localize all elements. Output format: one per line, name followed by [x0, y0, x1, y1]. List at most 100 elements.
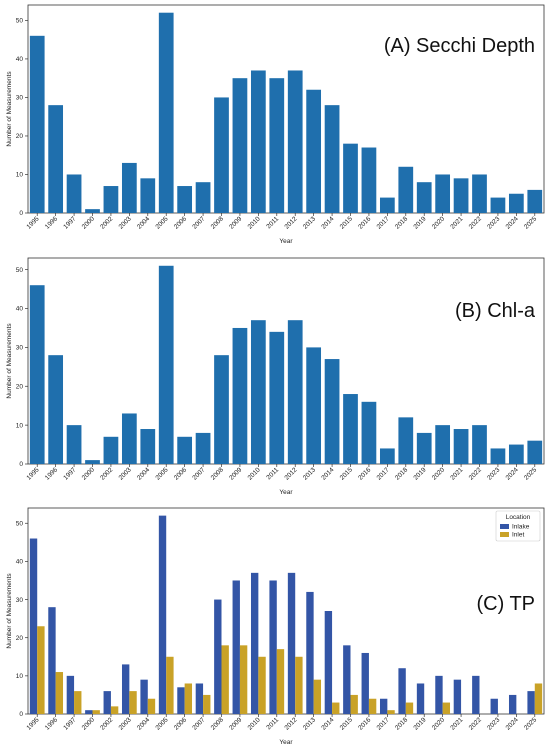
- inlet-bar-2013: [313, 679, 322, 714]
- x-tick-label: 2022: [468, 716, 483, 731]
- x-tick-label: 2011: [265, 215, 280, 230]
- inlake-bar-2011: [269, 580, 277, 714]
- x-tick-label: 2010: [247, 215, 262, 230]
- x-tick-label: 2024: [505, 716, 520, 731]
- x-tick-label: 2020: [431, 215, 446, 230]
- x-tick-label: 2025: [523, 716, 538, 731]
- x-tick-label: 2007: [191, 466, 206, 481]
- x-tick-label: 2018: [394, 215, 409, 230]
- x-tick-label: 2013: [302, 466, 317, 481]
- x-tick-label: 2022: [468, 466, 483, 481]
- bar-2012: [287, 70, 303, 214]
- inlake-bar-2007: [195, 683, 204, 714]
- inlet-bar-2004: [147, 698, 156, 714]
- bar-2018: [398, 417, 414, 464]
- inlet-bar-2018: [405, 702, 414, 714]
- inlake-bar-2014: [324, 611, 333, 714]
- bar-2020: [435, 174, 451, 213]
- x-tick-label: 2023: [486, 215, 501, 230]
- x-tick-label: 1995: [25, 466, 40, 481]
- bar-2011: [269, 331, 285, 464]
- y-tick-label: 20: [16, 383, 24, 390]
- x-tick-label: 2005: [154, 466, 169, 481]
- bar-2003: [121, 162, 137, 213]
- inlet-bar-2017: [387, 710, 395, 714]
- inlake-bar-2013: [306, 591, 314, 714]
- inlake-bar-2009: [232, 580, 240, 714]
- inlake-bar-2000: [85, 710, 93, 714]
- inlake-bar-2017: [379, 698, 388, 714]
- bar-2025: [527, 440, 543, 464]
- x-tick-label: 2007: [191, 716, 206, 731]
- bar-2020: [435, 425, 451, 464]
- inlet-bar-2003: [129, 691, 137, 714]
- x-tick-label: 2008: [210, 716, 225, 731]
- bar-2015: [343, 394, 358, 464]
- inlake-bar-2024: [508, 694, 517, 714]
- x-tick-label: 2025: [523, 466, 538, 481]
- x-tick-label: 2008: [210, 215, 225, 230]
- bar-2004: [140, 178, 156, 213]
- x-tick-label: 2004: [136, 466, 151, 481]
- inlet-bar-2009: [239, 645, 248, 714]
- x-tick-label: 2004: [136, 716, 151, 731]
- panel-label: (B) Chl-a: [455, 300, 536, 322]
- y-tick-label: 0: [19, 711, 23, 718]
- x-tick-label: 2019: [412, 215, 427, 230]
- x-tick-label: 2002: [99, 716, 114, 731]
- inlake-bar-1997: [66, 675, 75, 714]
- y-tick-label: 50: [16, 18, 24, 25]
- plot-frame: [27, 507, 545, 715]
- x-tick-label: 2023: [486, 466, 501, 481]
- y-tick-label: 40: [16, 56, 24, 63]
- bar-2007: [195, 432, 211, 464]
- x-tick-label: 2002: [99, 466, 114, 481]
- inlet-bar-2012: [295, 656, 303, 714]
- bar-2010: [250, 320, 266, 464]
- inlake-bar-2002: [103, 691, 111, 714]
- inlet-bar-2005: [166, 656, 174, 714]
- bar-2025: [527, 189, 543, 213]
- bar-2015: [343, 143, 358, 213]
- x-tick-label: 2016: [357, 215, 372, 230]
- x-tick-label: 2014: [320, 716, 335, 731]
- y-tick-label: 10: [16, 422, 24, 429]
- inlake-bar-2018: [398, 668, 406, 714]
- x-tick-label: 1995: [25, 215, 40, 230]
- x-tick-label: 2018: [394, 716, 409, 731]
- y-tick-label: 40: [16, 559, 24, 566]
- inlet-bar-2015: [350, 694, 358, 714]
- inlake-bar-2022: [472, 675, 480, 714]
- x-tick-label: 2003: [118, 466, 133, 481]
- bar-2024: [508, 444, 524, 464]
- x-tick-label: 1996: [44, 716, 59, 731]
- bar-2023: [490, 197, 506, 213]
- inlet-bar-2014: [332, 702, 340, 714]
- plot-frame: [27, 4, 545, 214]
- bar-2005: [158, 265, 174, 464]
- inlake-bar-2015: [343, 645, 351, 714]
- x-tick-label: 1995: [25, 716, 40, 731]
- bar-1996: [48, 355, 64, 464]
- x-tick-label: 2016: [357, 716, 372, 731]
- bar-2009: [232, 327, 248, 464]
- inlake-bar-2006: [177, 687, 185, 714]
- y-tick-label: 30: [16, 345, 24, 352]
- inlake-bar-2021: [453, 679, 462, 714]
- x-tick-label: 2009: [228, 215, 243, 230]
- x-tick-label: 2019: [412, 466, 427, 481]
- x-tick-label: 2004: [136, 215, 151, 230]
- legend-label-inlake: Inlake: [512, 524, 530, 531]
- x-tick-label: 2006: [173, 215, 188, 230]
- x-axis-title: Year: [279, 739, 293, 746]
- bar-2013: [306, 347, 322, 464]
- legend-swatch-inlet: [500, 532, 509, 537]
- inlet-bar-1995: [37, 626, 45, 714]
- bar-1997: [66, 174, 82, 213]
- bar-2023: [490, 448, 506, 464]
- x-axis-title: Year: [279, 238, 293, 245]
- inlake-bar-1996: [48, 607, 56, 714]
- bar-2017: [379, 448, 395, 464]
- bar-2022: [472, 425, 487, 464]
